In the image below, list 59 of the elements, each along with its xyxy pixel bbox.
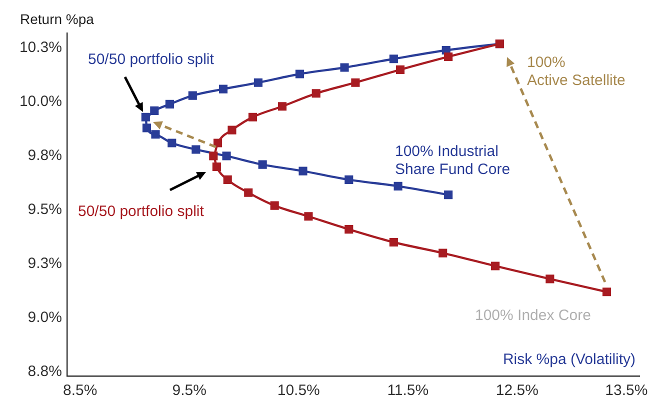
annotation: 50/50 portfolio split	[88, 51, 215, 68]
annotation: 100% Index Core	[475, 307, 591, 324]
point	[602, 288, 612, 296]
point	[438, 248, 448, 258]
point	[222, 152, 231, 160]
point	[491, 262, 500, 270]
y-tick-label: 9.8%	[28, 147, 62, 164]
x-tick-label: 13.5%	[605, 382, 648, 400]
x-tick-label: 11.5%	[387, 382, 429, 400]
y-tick-label: 9.3%	[28, 254, 62, 272]
point	[218, 84, 228, 94]
y-tick-label: 9.5%	[28, 201, 62, 218]
x-axis-title: Risk %pa (Volatility)	[502, 351, 636, 368]
point	[270, 201, 279, 210]
point	[214, 138, 222, 148]
point	[244, 188, 253, 197]
point	[444, 190, 453, 200]
point	[298, 166, 308, 176]
point	[165, 100, 174, 108]
point	[254, 78, 262, 87]
x-tick-label: 8.5%	[63, 382, 98, 400]
point	[228, 126, 236, 134]
annotation: 100% Active Satellite	[527, 54, 626, 90]
x-tick-label: 12.5%	[496, 382, 538, 400]
point	[212, 162, 221, 172]
point	[141, 112, 150, 122]
annotation: 100% Industrial Share Fund Core	[395, 143, 510, 178]
point	[295, 70, 304, 78]
point	[258, 160, 267, 169]
point	[188, 91, 197, 100]
point	[394, 182, 402, 190]
point	[340, 63, 349, 72]
point	[444, 52, 453, 62]
point	[248, 112, 258, 122]
y-tick-label: 10.3%	[19, 39, 62, 56]
annotation: 50/50 portfolio split	[78, 203, 205, 220]
point	[168, 138, 176, 148]
point	[344, 175, 354, 184]
point	[344, 225, 354, 234]
point	[396, 65, 405, 74]
point	[278, 102, 287, 111]
y-tick-label: 8.8%	[28, 362, 62, 380]
x-tick-label: 9.5%	[172, 382, 206, 400]
y-tick-label: 10.0%	[19, 93, 62, 110]
point	[304, 212, 313, 221]
point	[389, 238, 398, 247]
point	[223, 175, 232, 184]
x-tick-label: 10.5%	[277, 382, 320, 400]
point	[192, 145, 200, 154]
point	[389, 54, 398, 64]
point	[142, 124, 152, 132]
point	[150, 106, 159, 115]
point	[312, 89, 320, 98]
point	[546, 274, 554, 284]
point	[151, 130, 160, 139]
point	[351, 78, 360, 87]
point	[209, 152, 218, 160]
y-tick-label: 9.0%	[28, 308, 62, 326]
y-axis-title: Return %pa	[20, 10, 94, 27]
